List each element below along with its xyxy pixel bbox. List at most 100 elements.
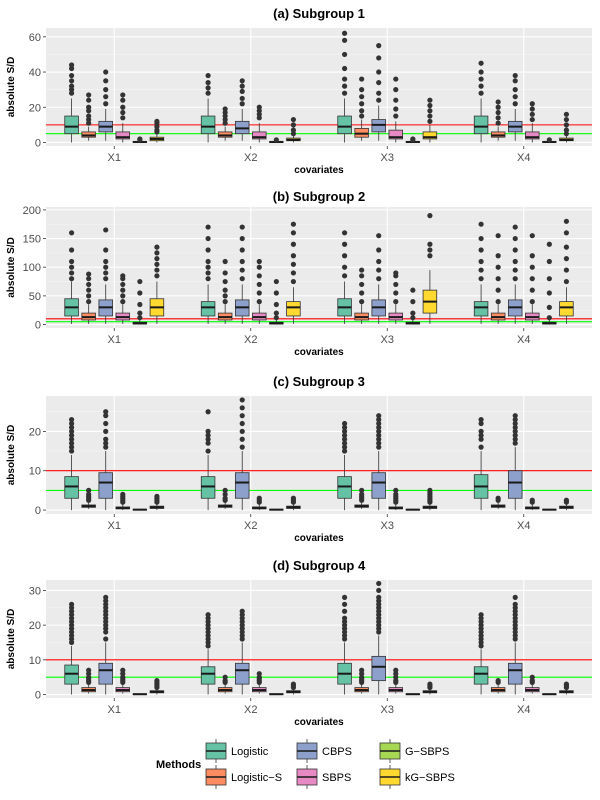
legend-label: Logistic bbox=[231, 746, 269, 758]
box-X3-1 bbox=[337, 594, 352, 695]
outlier-point bbox=[239, 405, 245, 411]
x-tick-label: X1 bbox=[108, 520, 121, 532]
outlier-point bbox=[239, 258, 245, 265]
outlier-point bbox=[137, 278, 143, 285]
y-tick-label: 150 bbox=[23, 234, 41, 246]
outlier-point bbox=[376, 436, 382, 442]
box-iqr bbox=[234, 662, 250, 685]
box-X3-1 bbox=[337, 230, 352, 324]
outlier-point bbox=[495, 109, 501, 116]
outlier-point bbox=[68, 264, 75, 270]
box-iqr bbox=[473, 301, 489, 317]
outlier-point bbox=[478, 69, 484, 75]
y-tick-label: 0 bbox=[35, 137, 41, 149]
outlier-point bbox=[393, 290, 399, 296]
x-tick-label: X1 bbox=[108, 334, 121, 346]
outlier-point bbox=[478, 90, 484, 96]
box-X4-1 bbox=[473, 612, 489, 695]
y-tick-label: 100 bbox=[23, 262, 41, 274]
box-X4-4 bbox=[525, 101, 540, 143]
outlier-point bbox=[341, 90, 348, 96]
outlier-point bbox=[512, 87, 518, 93]
outlier-point bbox=[376, 43, 382, 49]
box-X2-2 bbox=[217, 258, 233, 324]
y-tick-label: 0 bbox=[35, 320, 41, 332]
box-X2-2 bbox=[217, 106, 233, 141]
outlier-point bbox=[393, 97, 399, 103]
outlier-point bbox=[205, 448, 211, 454]
outlier-point bbox=[239, 436, 245, 442]
outlier-point bbox=[120, 281, 126, 288]
outlier-point bbox=[563, 116, 570, 123]
outlier-point bbox=[341, 432, 348, 438]
outlier-point bbox=[410, 136, 416, 142]
outlier-point bbox=[529, 287, 535, 293]
outlier-point bbox=[290, 495, 297, 501]
outlier-point bbox=[529, 264, 535, 270]
box-X1-6 bbox=[149, 678, 165, 695]
y-tick-label: 10 bbox=[29, 655, 41, 667]
outlier-point bbox=[427, 487, 433, 493]
outlier-point bbox=[239, 428, 245, 434]
panel-4: (d) Subgroup 4 0 10 20 30 X1 X2 X3 X4 covariates a… bbox=[6, 558, 592, 728]
outlier-point bbox=[341, 615, 348, 621]
outlier-point bbox=[256, 273, 262, 279]
outlier-point bbox=[341, 241, 348, 247]
box-X3-6 bbox=[422, 97, 438, 143]
box-X1-4 bbox=[115, 273, 131, 324]
x-axis-title: covariates bbox=[294, 347, 344, 358]
outlier-point bbox=[68, 258, 75, 265]
outlier-point bbox=[376, 420, 382, 427]
box-X4-2 bbox=[490, 495, 506, 509]
outlier-point bbox=[512, 601, 518, 607]
box-X3-6 bbox=[422, 487, 438, 511]
outlier-point bbox=[376, 79, 382, 86]
outlier-point bbox=[478, 76, 484, 82]
box-X2-4 bbox=[252, 671, 267, 694]
outlier-point bbox=[341, 230, 348, 236]
box-X1-3 bbox=[98, 227, 113, 324]
outlier-point bbox=[376, 417, 382, 423]
box-X1-5 bbox=[132, 508, 148, 511]
outlier-point bbox=[563, 230, 570, 236]
outlier-point bbox=[341, 65, 348, 72]
outlier-point bbox=[393, 281, 399, 288]
box-X4-1 bbox=[473, 60, 489, 143]
outlier-point bbox=[222, 258, 228, 265]
box-X1-2 bbox=[81, 667, 96, 694]
box-X2-6 bbox=[286, 116, 301, 143]
outlier-point bbox=[341, 37, 348, 43]
x-tick-label: X4 bbox=[517, 334, 530, 346]
box-X3-3 bbox=[371, 413, 386, 511]
outlier-point bbox=[393, 487, 399, 493]
y-axis-title: absolute S/D bbox=[6, 609, 17, 670]
outlier-point bbox=[256, 264, 262, 270]
outlier-point bbox=[205, 436, 211, 442]
outlier-point bbox=[376, 413, 382, 419]
outlier-point bbox=[103, 440, 109, 446]
plot-background bbox=[46, 396, 592, 514]
outlier-point bbox=[376, 69, 382, 75]
outlier-point bbox=[529, 233, 535, 239]
outlier-point bbox=[529, 253, 535, 259]
box-X3-5 bbox=[405, 287, 421, 325]
box-X1-4 bbox=[115, 491, 131, 511]
outlier-point bbox=[359, 290, 365, 296]
outlier-point bbox=[341, 424, 348, 431]
outlier-point bbox=[563, 127, 570, 133]
outlier-point bbox=[154, 256, 160, 262]
box-X4-5 bbox=[542, 693, 557, 696]
box-X3-2 bbox=[354, 487, 369, 509]
outlier-point bbox=[103, 594, 109, 600]
outlier-point bbox=[239, 224, 245, 230]
outlier-point bbox=[68, 601, 75, 607]
x-axis-title: covariates bbox=[294, 717, 344, 728]
outlier-point bbox=[273, 278, 279, 285]
outlier-point bbox=[495, 233, 501, 239]
box-X2-2 bbox=[217, 487, 233, 509]
box-iqr bbox=[252, 131, 267, 140]
outlier-point bbox=[290, 261, 297, 267]
outlier-point bbox=[68, 420, 75, 427]
outlier-point bbox=[495, 495, 501, 501]
outlier-point bbox=[495, 253, 501, 259]
